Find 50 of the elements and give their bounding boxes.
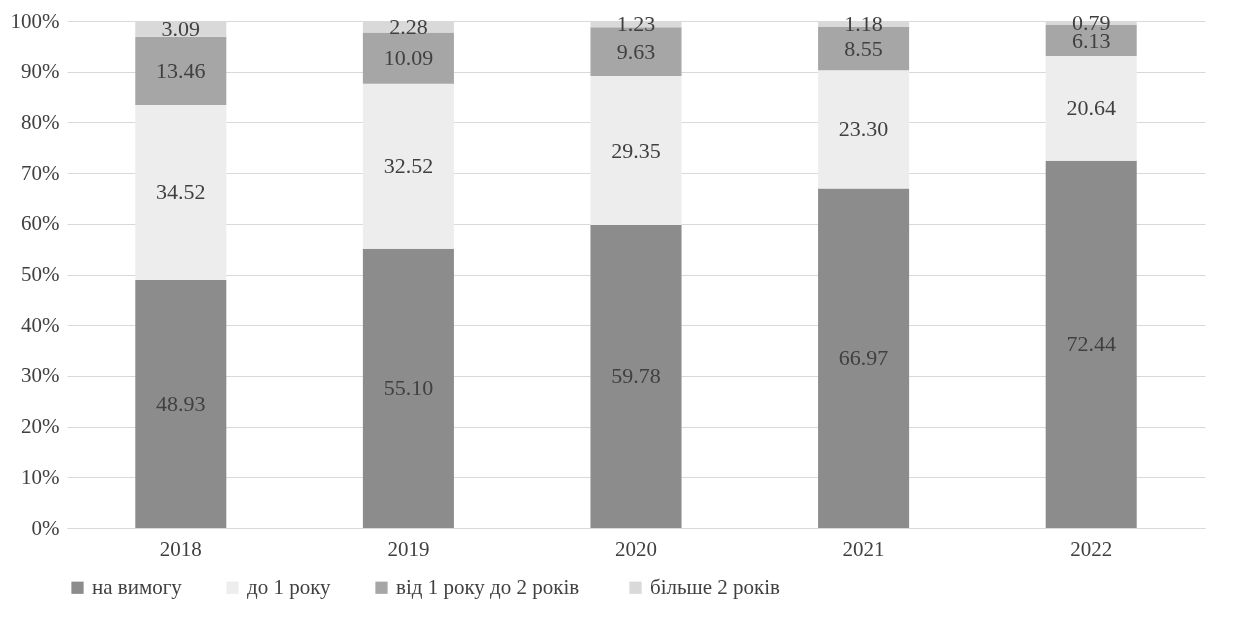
legend-label: більше 2 років [650, 574, 781, 599]
y-tick-label: 0% [31, 515, 60, 540]
y-tick-label: 70% [21, 160, 60, 185]
bar [362, 248, 454, 528]
bar [818, 70, 910, 189]
data-label: 13.46 [156, 57, 206, 83]
data-label: 29.35 [611, 137, 661, 163]
data-label: 34.52 [156, 179, 206, 205]
y-tick-label: 60% [21, 211, 60, 236]
legend-label: до 1 року [247, 574, 332, 599]
data-label: 2.28 [389, 13, 428, 39]
bar [135, 279, 227, 528]
x-tick-label: 2019 [387, 536, 430, 561]
y-tick-label: 80% [21, 109, 60, 134]
bar [362, 32, 454, 84]
data-label: 55.10 [383, 375, 434, 401]
y-tick-label: 40% [21, 312, 60, 337]
data-label: 9.63 [616, 38, 656, 64]
y-tick-label: 50% [21, 262, 60, 286]
data-label: 48.93 [156, 390, 206, 416]
x-tick-label: 2020 [615, 536, 657, 561]
y-tick-label: 100% [10, 8, 60, 33]
y-tick-label: 10% [21, 464, 60, 489]
data-label: 3.09 [161, 15, 201, 41]
data-label: 32.52 [383, 153, 434, 179]
data-label: 1.23 [616, 11, 656, 37]
bar [818, 188, 910, 528]
bar [590, 224, 682, 528]
data-label: 72.44 [1066, 331, 1116, 357]
x-tick-label: 2022 [1070, 536, 1113, 561]
x-tick-label: 2021 [842, 536, 885, 561]
y-tick-label: 90% [21, 59, 60, 84]
y-tick-label: 20% [21, 414, 60, 439]
bar [362, 83, 454, 249]
data-label: 59.78 [611, 363, 661, 389]
data-label: 8.55 [844, 35, 883, 61]
data-label: 1.18 [844, 10, 883, 36]
legend-label: на вимогу [92, 574, 183, 599]
bar [1045, 56, 1137, 161]
x-tick-label: 2018 [159, 536, 202, 561]
bar [135, 104, 227, 280]
bar [135, 36, 227, 105]
bar [590, 76, 682, 225]
data-label: 66.97 [838, 345, 889, 371]
legend-label: від 1 року до 2 років [396, 574, 580, 599]
bar [1045, 160, 1137, 528]
data-label: 23.30 [838, 116, 889, 142]
y-tick-label: 30% [21, 363, 60, 388]
data-label: 20.64 [1066, 95, 1116, 121]
data-label: 10.09 [383, 45, 434, 71]
